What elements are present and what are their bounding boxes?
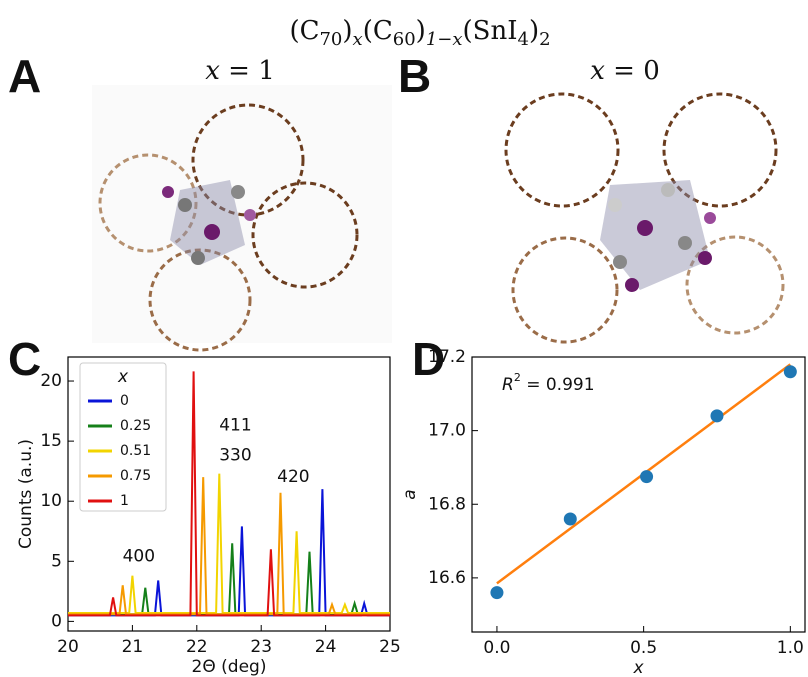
x-tick-label: 0.0 — [483, 638, 510, 658]
x-tick-label: 20 — [57, 637, 79, 657]
data-point — [784, 365, 797, 378]
peak-label: 330 — [219, 446, 251, 466]
y-axis-label: Counts (a.u.) — [16, 439, 36, 549]
data-point — [710, 409, 723, 422]
text-part: 70 — [319, 29, 342, 50]
x-tick-label: 1.0 — [777, 638, 804, 658]
y-tick-label: 16.6 — [428, 568, 466, 588]
text-part: x — [205, 56, 220, 86]
panel-label: B — [398, 50, 431, 102]
panel-label: C — [8, 333, 41, 385]
text-part: 60 — [393, 29, 416, 50]
legend-label: 0.51 — [120, 443, 151, 459]
figure: (C70)x(C60)1−x(SnI4)2 A B x = 1 x = 0 20… — [0, 0, 808, 677]
panel-label: A — [8, 50, 41, 102]
text-part: ) — [342, 16, 352, 46]
spectrum-line — [68, 543, 390, 614]
figure-title: (C70)x(C60)1−x(SnI4)2 — [289, 16, 550, 50]
x-tick-label: 22 — [186, 637, 208, 657]
data-point — [490, 586, 503, 599]
text-part: x — [353, 29, 363, 50]
y-axis-label: a — [400, 489, 420, 499]
y-tick-label: 15 — [40, 431, 62, 451]
text-part: (SnI — [463, 16, 518, 46]
y-tick-label: 10 — [40, 491, 62, 511]
peak-label: 411 — [219, 416, 251, 436]
panel-caption: x = 1 — [205, 56, 275, 86]
text-part: ) — [529, 16, 539, 46]
data-point — [564, 512, 577, 525]
y-tick-label: 20 — [40, 371, 62, 391]
text-part: x — [590, 56, 605, 86]
molecule-image — [92, 85, 783, 350]
text-part: (C — [363, 16, 393, 46]
legend-title: x — [117, 367, 129, 387]
text-part: 2 — [539, 29, 550, 50]
text-part: = 1 — [220, 56, 275, 86]
x-tick-label: 0.5 — [630, 638, 657, 658]
legend-label: 1 — [120, 493, 129, 509]
text-part: ) — [416, 16, 426, 46]
text-part: = 0.991 — [521, 375, 595, 395]
y-tick-label: 5 — [51, 551, 62, 571]
x-tick-label: 23 — [250, 637, 272, 657]
y-tick-label: 16.8 — [428, 494, 466, 514]
y-tick-label: 0 — [51, 611, 62, 631]
peak-label: 420 — [277, 467, 309, 487]
data-point — [640, 470, 653, 483]
y-tick-label: 17.0 — [428, 421, 466, 441]
text-part: 2 — [514, 371, 521, 384]
text-part: (C — [289, 16, 319, 46]
peak-label: 400 — [123, 546, 155, 566]
panel-label: D — [412, 333, 445, 385]
r-squared: R2 = 0.991 — [502, 371, 595, 395]
x-tick-label: 25 — [379, 637, 401, 657]
plot-frame — [472, 357, 805, 632]
text-part: 1−x — [426, 29, 463, 50]
legend-label: 0 — [120, 393, 129, 409]
x-axis-label: x — [632, 658, 644, 677]
x-tick-label: 24 — [315, 637, 337, 657]
text-part: = 0 — [605, 56, 660, 86]
legend-label: 0.75 — [120, 468, 151, 484]
legend-label: 0.25 — [120, 418, 151, 434]
text-part: 4 — [517, 29, 528, 50]
x-tick-label: 21 — [122, 637, 144, 657]
x-axis-label: 2Θ (deg) — [192, 657, 267, 677]
text-part: R — [502, 375, 514, 395]
panel-caption: x = 0 — [590, 56, 660, 86]
